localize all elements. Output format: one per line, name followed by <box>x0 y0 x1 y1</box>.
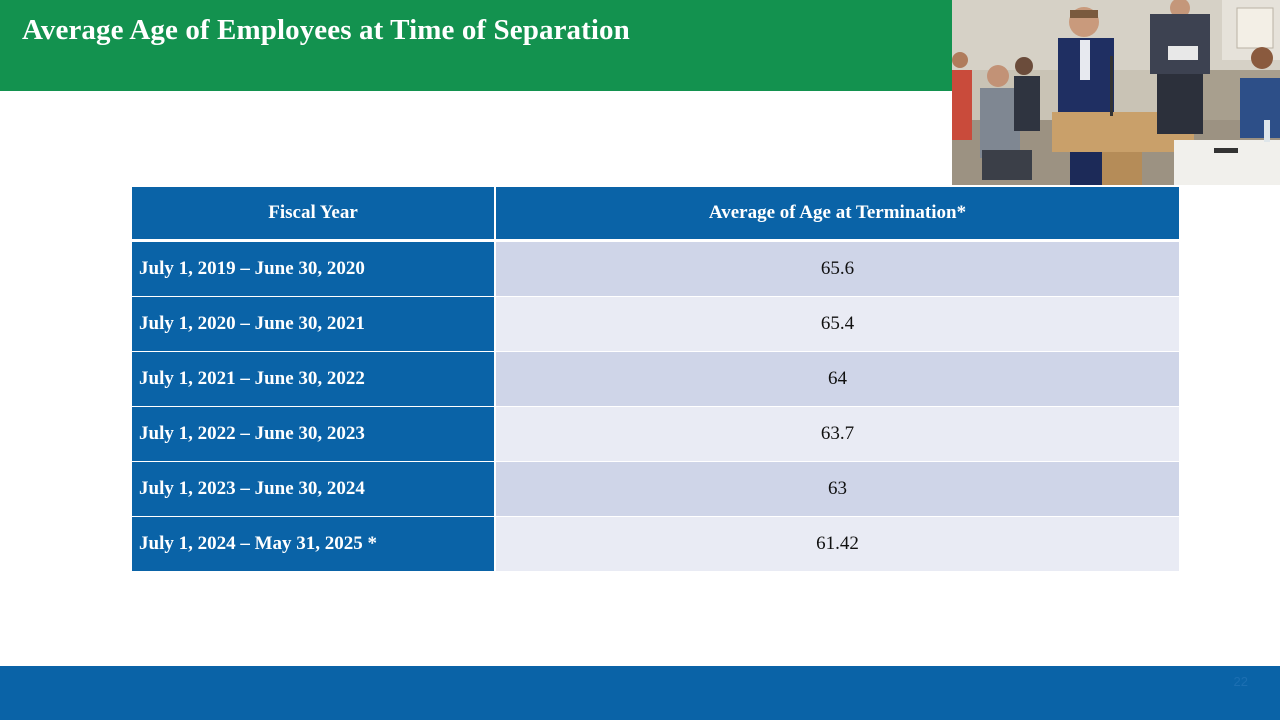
fiscal-year-cell: July 1, 2021 – June 30, 2022 <box>132 352 496 407</box>
header-fiscal-year: Fiscal Year <box>132 187 496 242</box>
footer-bar: 22 <box>0 666 1280 720</box>
video-inset <box>952 0 1280 185</box>
slide-number: 22 <box>1233 674 1248 689</box>
fiscal-year-cell: July 1, 2022 – June 30, 2023 <box>132 407 496 462</box>
fiscal-year-cell: July 1, 2024 – May 31, 2025 * <box>132 517 496 572</box>
fiscal-year-cell: July 1, 2019 – June 30, 2020 <box>132 242 496 297</box>
average-age-cell: 64 <box>496 352 1179 407</box>
average-age-cell: 61.42 <box>496 517 1179 572</box>
fiscal-year-cell: July 1, 2023 – June 30, 2024 <box>132 462 496 517</box>
table-row: July 1, 2021 – June 30, 2022 64 <box>132 352 1179 407</box>
average-age-cell: 65.6 <box>496 242 1179 297</box>
average-age-cell: 63.7 <box>496 407 1179 462</box>
average-age-cell: 65.4 <box>496 297 1179 352</box>
slide-title: Average Age of Employees at Time of Sepa… <box>22 14 630 46</box>
table-row: July 1, 2024 – May 31, 2025 * 61.42 <box>132 517 1179 572</box>
fiscal-year-cell: July 1, 2020 – June 30, 2021 <box>132 297 496 352</box>
title-bar: Average Age of Employees at Time of Sepa… <box>0 0 952 91</box>
table-row: July 1, 2022 – June 30, 2023 63.7 <box>132 407 1179 462</box>
separation-age-table: Fiscal Year Average of Age at Terminatio… <box>132 187 1179 572</box>
table-row: July 1, 2020 – June 30, 2021 65.4 <box>132 297 1179 352</box>
header-average-age: Average of Age at Termination* <box>496 187 1179 242</box>
meeting-video-feed <box>952 0 1280 185</box>
table-header-row: Fiscal Year Average of Age at Terminatio… <box>132 187 1179 242</box>
table-row: July 1, 2023 – June 30, 2024 63 <box>132 462 1179 517</box>
average-age-cell: 63 <box>496 462 1179 517</box>
table-row: July 1, 2019 – June 30, 2020 65.6 <box>132 242 1179 297</box>
